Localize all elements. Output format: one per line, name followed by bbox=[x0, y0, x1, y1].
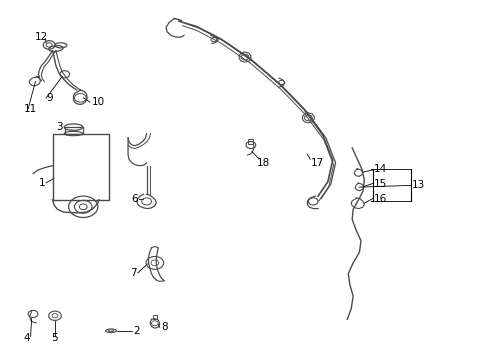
Text: 3: 3 bbox=[56, 122, 63, 132]
Text: 8: 8 bbox=[161, 322, 168, 332]
Text: 4: 4 bbox=[24, 333, 30, 343]
Text: 12: 12 bbox=[35, 32, 48, 42]
Text: 11: 11 bbox=[24, 104, 37, 113]
Bar bbox=[65, 127, 83, 134]
Text: 7: 7 bbox=[130, 268, 137, 278]
Text: 1: 1 bbox=[39, 178, 45, 188]
Bar bbox=[153, 315, 157, 319]
Text: 15: 15 bbox=[374, 179, 388, 189]
Text: 9: 9 bbox=[46, 93, 53, 103]
Text: 14: 14 bbox=[374, 164, 388, 174]
Text: 5: 5 bbox=[51, 333, 58, 343]
Text: 18: 18 bbox=[257, 158, 270, 168]
Text: 13: 13 bbox=[412, 180, 425, 190]
Bar bbox=[248, 139, 253, 144]
Text: 6: 6 bbox=[131, 194, 138, 203]
Text: 2: 2 bbox=[133, 326, 140, 336]
Text: 10: 10 bbox=[92, 97, 105, 107]
Text: 17: 17 bbox=[311, 158, 324, 168]
Text: 16: 16 bbox=[374, 194, 388, 203]
Bar bbox=[52, 134, 109, 200]
